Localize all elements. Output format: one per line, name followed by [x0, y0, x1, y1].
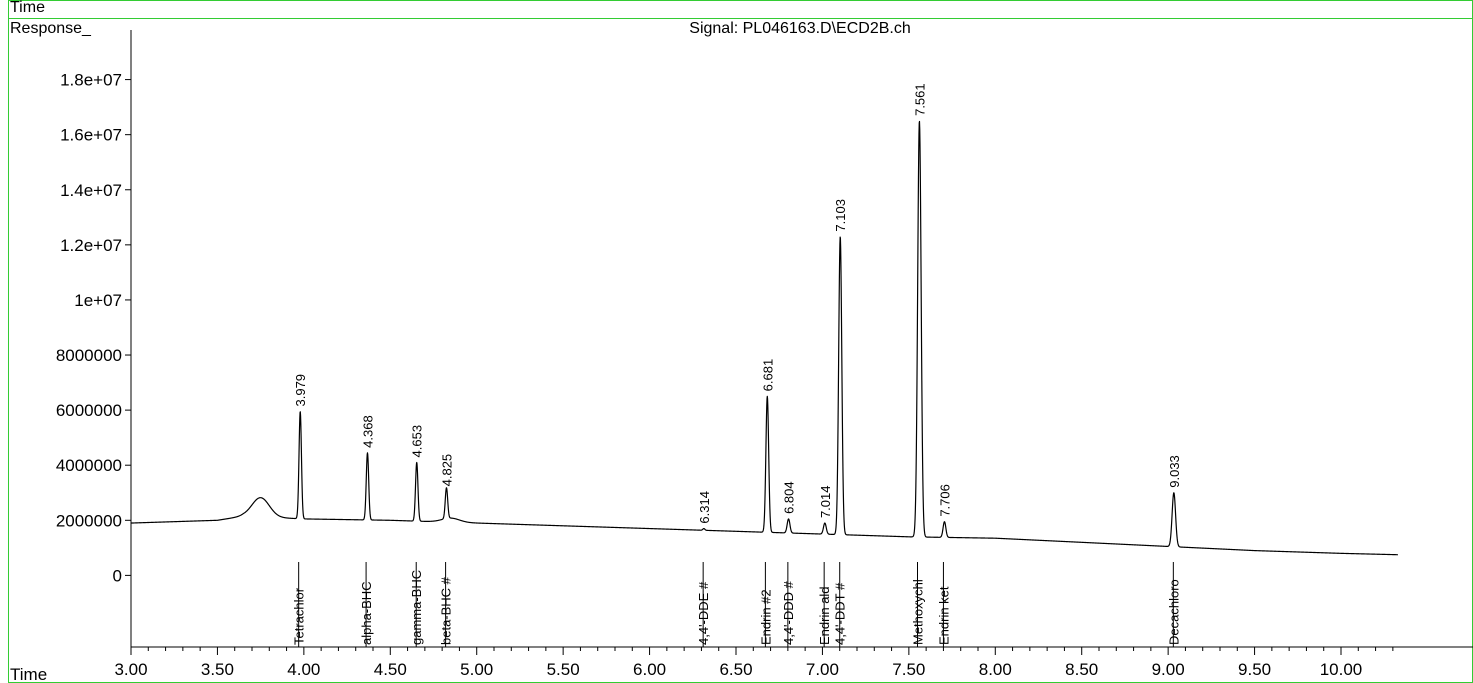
x-ticks: 3.00 3.50 4.00 4.50 5.00 5.50 6.00 6.50 7.00 7.50…: [114, 647, 1394, 679]
x-tick-label: 9.00: [1152, 660, 1185, 679]
x-tick-label: 4.00: [287, 660, 320, 679]
peak-rt-label: 6.314: [697, 491, 712, 524]
x-tick-label: 9.50: [1238, 660, 1271, 679]
y-ticks: 0 2000000 4000000 6000000 8000000 1e+07 1.2e+0…: [56, 71, 131, 585]
x-tick-label: 7.00: [806, 660, 839, 679]
y-tick-label: 0: [113, 566, 122, 585]
x-tick-label: 8.50: [1065, 660, 1098, 679]
peak-rt-label: 6.804: [782, 481, 797, 514]
x-tick-label: 3.00: [114, 660, 147, 679]
signal-title: Signal: PL046163.D\ECD2B.ch: [689, 20, 910, 37]
compound-name-label: 4,4'-DDE #: [696, 581, 711, 645]
compound-name-label: Methoxychl: [911, 579, 926, 645]
y-tick-label: 1e+07: [74, 291, 122, 310]
x-tick-label: 5.50: [547, 660, 580, 679]
y-tick-label: 1.4e+07: [60, 181, 122, 200]
x-tick-label: 8.00: [979, 660, 1012, 679]
top-time-label: Time: [10, 0, 45, 16]
peak-rt-label: 7.103: [833, 199, 848, 232]
compound-name-label: Endrin ald: [817, 586, 832, 645]
y-tick-label: 4000000: [56, 456, 122, 475]
x-tick-label: 10.00: [1320, 660, 1363, 679]
compound-name-label: beta-BHC #: [439, 576, 454, 645]
peak-rt-label: 7.014: [818, 486, 833, 519]
y-tick-label: 1.6e+07: [60, 126, 122, 145]
x-tick-label: 5.00: [460, 660, 493, 679]
y-tick-label: 8000000: [56, 346, 122, 365]
x-tick-label: 6.50: [719, 660, 752, 679]
peak-rt-label: 6.681: [760, 359, 775, 392]
y-tick-label: 1.8e+07: [60, 71, 122, 90]
x-tick-label: 3.50: [201, 660, 234, 679]
compound-name-label: Decachloro: [1166, 579, 1181, 645]
peak-rt-label: 7.561: [912, 83, 927, 116]
peak-labels: 3.979 4.368 4.653 4.825 6.314 6.681 6.804 7.014…: [293, 83, 1182, 523]
peak-rt-label: 7.706: [937, 484, 952, 517]
compound-name-label: 4,4'-DDT #: [833, 582, 848, 645]
compound-name-label: alpha-BHC: [359, 581, 374, 645]
y-tick-label: 2000000: [56, 511, 122, 530]
x-tick-label: 6.00: [633, 660, 666, 679]
compound-name-label: Endrin ket: [936, 586, 951, 645]
response-axis-label: Response_: [10, 20, 92, 37]
x-axis-label: Time: [10, 665, 47, 683]
y-tick-label: 1.2e+07: [60, 236, 122, 255]
peak-rt-label: 4.368: [360, 415, 375, 448]
peak-rt-label: 4.825: [439, 454, 454, 487]
peak-rt-label: 4.653: [410, 425, 425, 458]
compound-name-label: gamma-BHC: [409, 570, 424, 645]
x-tick-label: 4.50: [374, 660, 407, 679]
peak-rt-label: 3.979: [293, 374, 308, 407]
compound-markers: Tetrachlor alpha-BHC gamma-BHC beta-BHC # 4,…: [292, 562, 1181, 647]
chart-frame: [8, 0, 1473, 683]
x-tick-label: 7.50: [892, 660, 925, 679]
peak-rt-label: 9.033: [1167, 455, 1182, 488]
compound-name-label: 4,4'-DDD #: [781, 580, 796, 645]
signal-trace: [130, 120, 1399, 556]
y-tick-label: 6000000: [56, 401, 122, 420]
compound-name-label: Endrin #2: [758, 589, 773, 645]
compound-name-label: Tetrachlor: [292, 587, 307, 645]
